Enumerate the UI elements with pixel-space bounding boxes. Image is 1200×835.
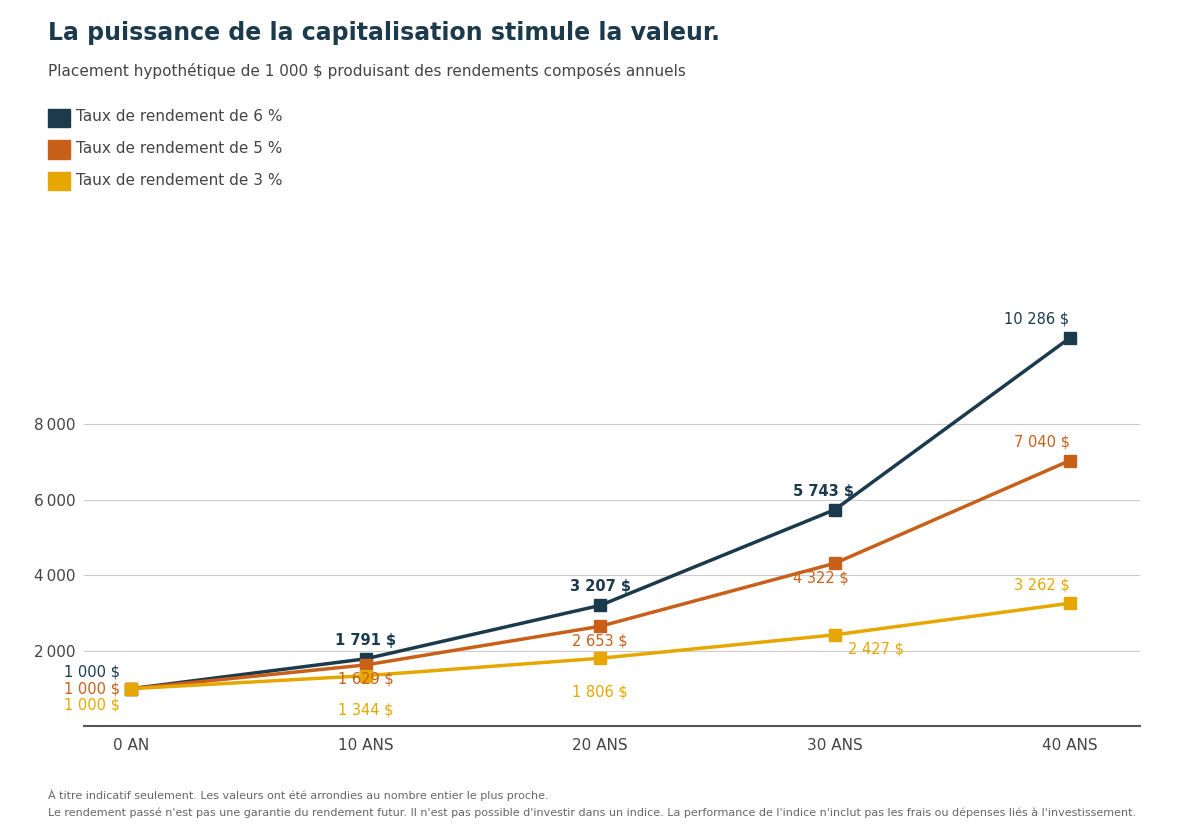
Text: 2 653 $: 2 653 $ [572,633,628,648]
Text: 1 806 $: 1 806 $ [572,685,628,700]
Text: Le rendement passé n'est pas une garantie du rendement futur. Il n'est pas possi: Le rendement passé n'est pas une garanti… [48,807,1136,818]
Text: Placement hypothétique de 1 000 $ produisant des rendements composés annuels: Placement hypothétique de 1 000 $ produi… [48,63,686,78]
Text: 1 000 $: 1 000 $ [64,698,120,713]
Text: 3 207 $: 3 207 $ [570,579,631,595]
Text: 7 040 $: 7 040 $ [1014,434,1069,449]
Text: 4 322 $: 4 322 $ [793,570,850,585]
Text: 1 344 $: 1 344 $ [338,702,394,717]
Text: 3 262 $: 3 262 $ [1014,577,1069,592]
Text: À titre indicatif seulement. Les valeurs ont été arrondies au nombre entier le p: À titre indicatif seulement. Les valeurs… [48,789,548,801]
Text: Taux de rendement de 6 %: Taux de rendement de 6 % [76,109,282,124]
Text: 5 743 $: 5 743 $ [793,483,854,498]
Text: 1 791 $: 1 791 $ [335,633,396,648]
Text: 2 427 $: 2 427 $ [848,642,905,657]
Text: La puissance de la capitalisation stimule la valeur.: La puissance de la capitalisation stimul… [48,21,720,45]
Text: 1 000 $: 1 000 $ [64,681,120,696]
Text: 1 629 $: 1 629 $ [337,672,394,687]
Text: Taux de rendement de 5 %: Taux de rendement de 5 % [76,141,282,156]
Text: 10 286 $: 10 286 $ [1004,312,1069,327]
Text: 1 000 $: 1 000 $ [64,665,120,680]
Text: Taux de rendement de 3 %: Taux de rendement de 3 % [76,173,282,188]
